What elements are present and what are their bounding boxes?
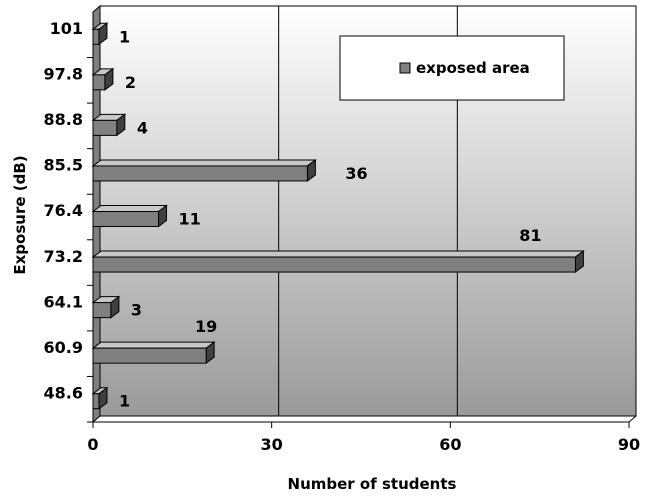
legend-box bbox=[339, 35, 565, 101]
bar-face-1 bbox=[92, 347, 207, 364]
bar-2 bbox=[91, 295, 121, 319]
x-tick-labels: 0 30 60 90 bbox=[87, 415, 640, 454]
legend-label: exposed area bbox=[416, 59, 530, 77]
y-tick-label-3: 73.2 bbox=[44, 247, 83, 266]
bar-face-7 bbox=[92, 74, 106, 91]
bar-5 bbox=[91, 158, 317, 182]
bar-face-8 bbox=[92, 28, 100, 45]
data-label-1: 19 bbox=[195, 317, 217, 336]
data-label-8: 1 bbox=[119, 27, 130, 46]
y-tick-label-4: 76.4 bbox=[44, 201, 83, 220]
bar-0 bbox=[91, 386, 109, 410]
data-labels: 1 19 3 81 11 36 4 2 1 bbox=[119, 27, 542, 410]
y-tick-label-8: 101 bbox=[50, 19, 83, 38]
legend-swatch bbox=[399, 62, 411, 74]
bar-top-3 bbox=[91, 250, 585, 258]
x-tick-label-1: 30 bbox=[261, 435, 283, 454]
bar-1 bbox=[91, 341, 216, 365]
bar-face-4 bbox=[92, 211, 160, 227]
y-tick-label-1: 60.9 bbox=[44, 338, 83, 357]
bar-face-0 bbox=[92, 393, 100, 410]
bars bbox=[91, 22, 585, 410]
bar-8 bbox=[91, 22, 109, 46]
bar-7 bbox=[91, 67, 115, 91]
bar-top-1 bbox=[91, 341, 216, 349]
data-label-6: 4 bbox=[137, 118, 148, 137]
x-axis-depth-line bbox=[628, 415, 637, 423]
bar-face-5 bbox=[92, 165, 308, 182]
x-axis-title: Number of students bbox=[288, 475, 457, 493]
y-tick-label-0: 48.6 bbox=[44, 383, 83, 402]
bar-face-6 bbox=[92, 119, 118, 136]
data-label-3: 81 bbox=[519, 226, 541, 245]
data-label-0: 1 bbox=[119, 392, 130, 411]
x-tick-label-0: 0 bbox=[87, 435, 98, 454]
data-label-7: 2 bbox=[125, 73, 136, 92]
bar-face-3 bbox=[92, 256, 576, 273]
bar-6 bbox=[91, 113, 127, 137]
bar-4 bbox=[91, 204, 169, 228]
data-label-4: 11 bbox=[179, 210, 201, 229]
y-tick-label-5: 85.5 bbox=[44, 156, 83, 175]
y-axis-title: Exposure (dB) bbox=[11, 155, 29, 274]
y-tick-label-7: 97.8 bbox=[44, 65, 83, 84]
y-tick-label-6: 88.8 bbox=[44, 110, 83, 129]
bar-face-2 bbox=[92, 302, 112, 319]
x-tick-label-2: 60 bbox=[439, 435, 461, 454]
data-label-5: 36 bbox=[345, 164, 367, 183]
data-label-2: 3 bbox=[131, 301, 142, 320]
bar-top-4 bbox=[91, 205, 169, 212]
y-tick-label-2: 64.1 bbox=[44, 292, 83, 311]
bar-top-5 bbox=[91, 159, 317, 167]
y-tick-labels: 48.6 60.9 64.1 73.2 76.4 85.5 88.8 97.8 101 bbox=[44, 19, 93, 423]
bar-3 bbox=[91, 250, 585, 274]
x-tick-label-3: 90 bbox=[618, 435, 640, 454]
legend: exposed area bbox=[339, 35, 565, 101]
